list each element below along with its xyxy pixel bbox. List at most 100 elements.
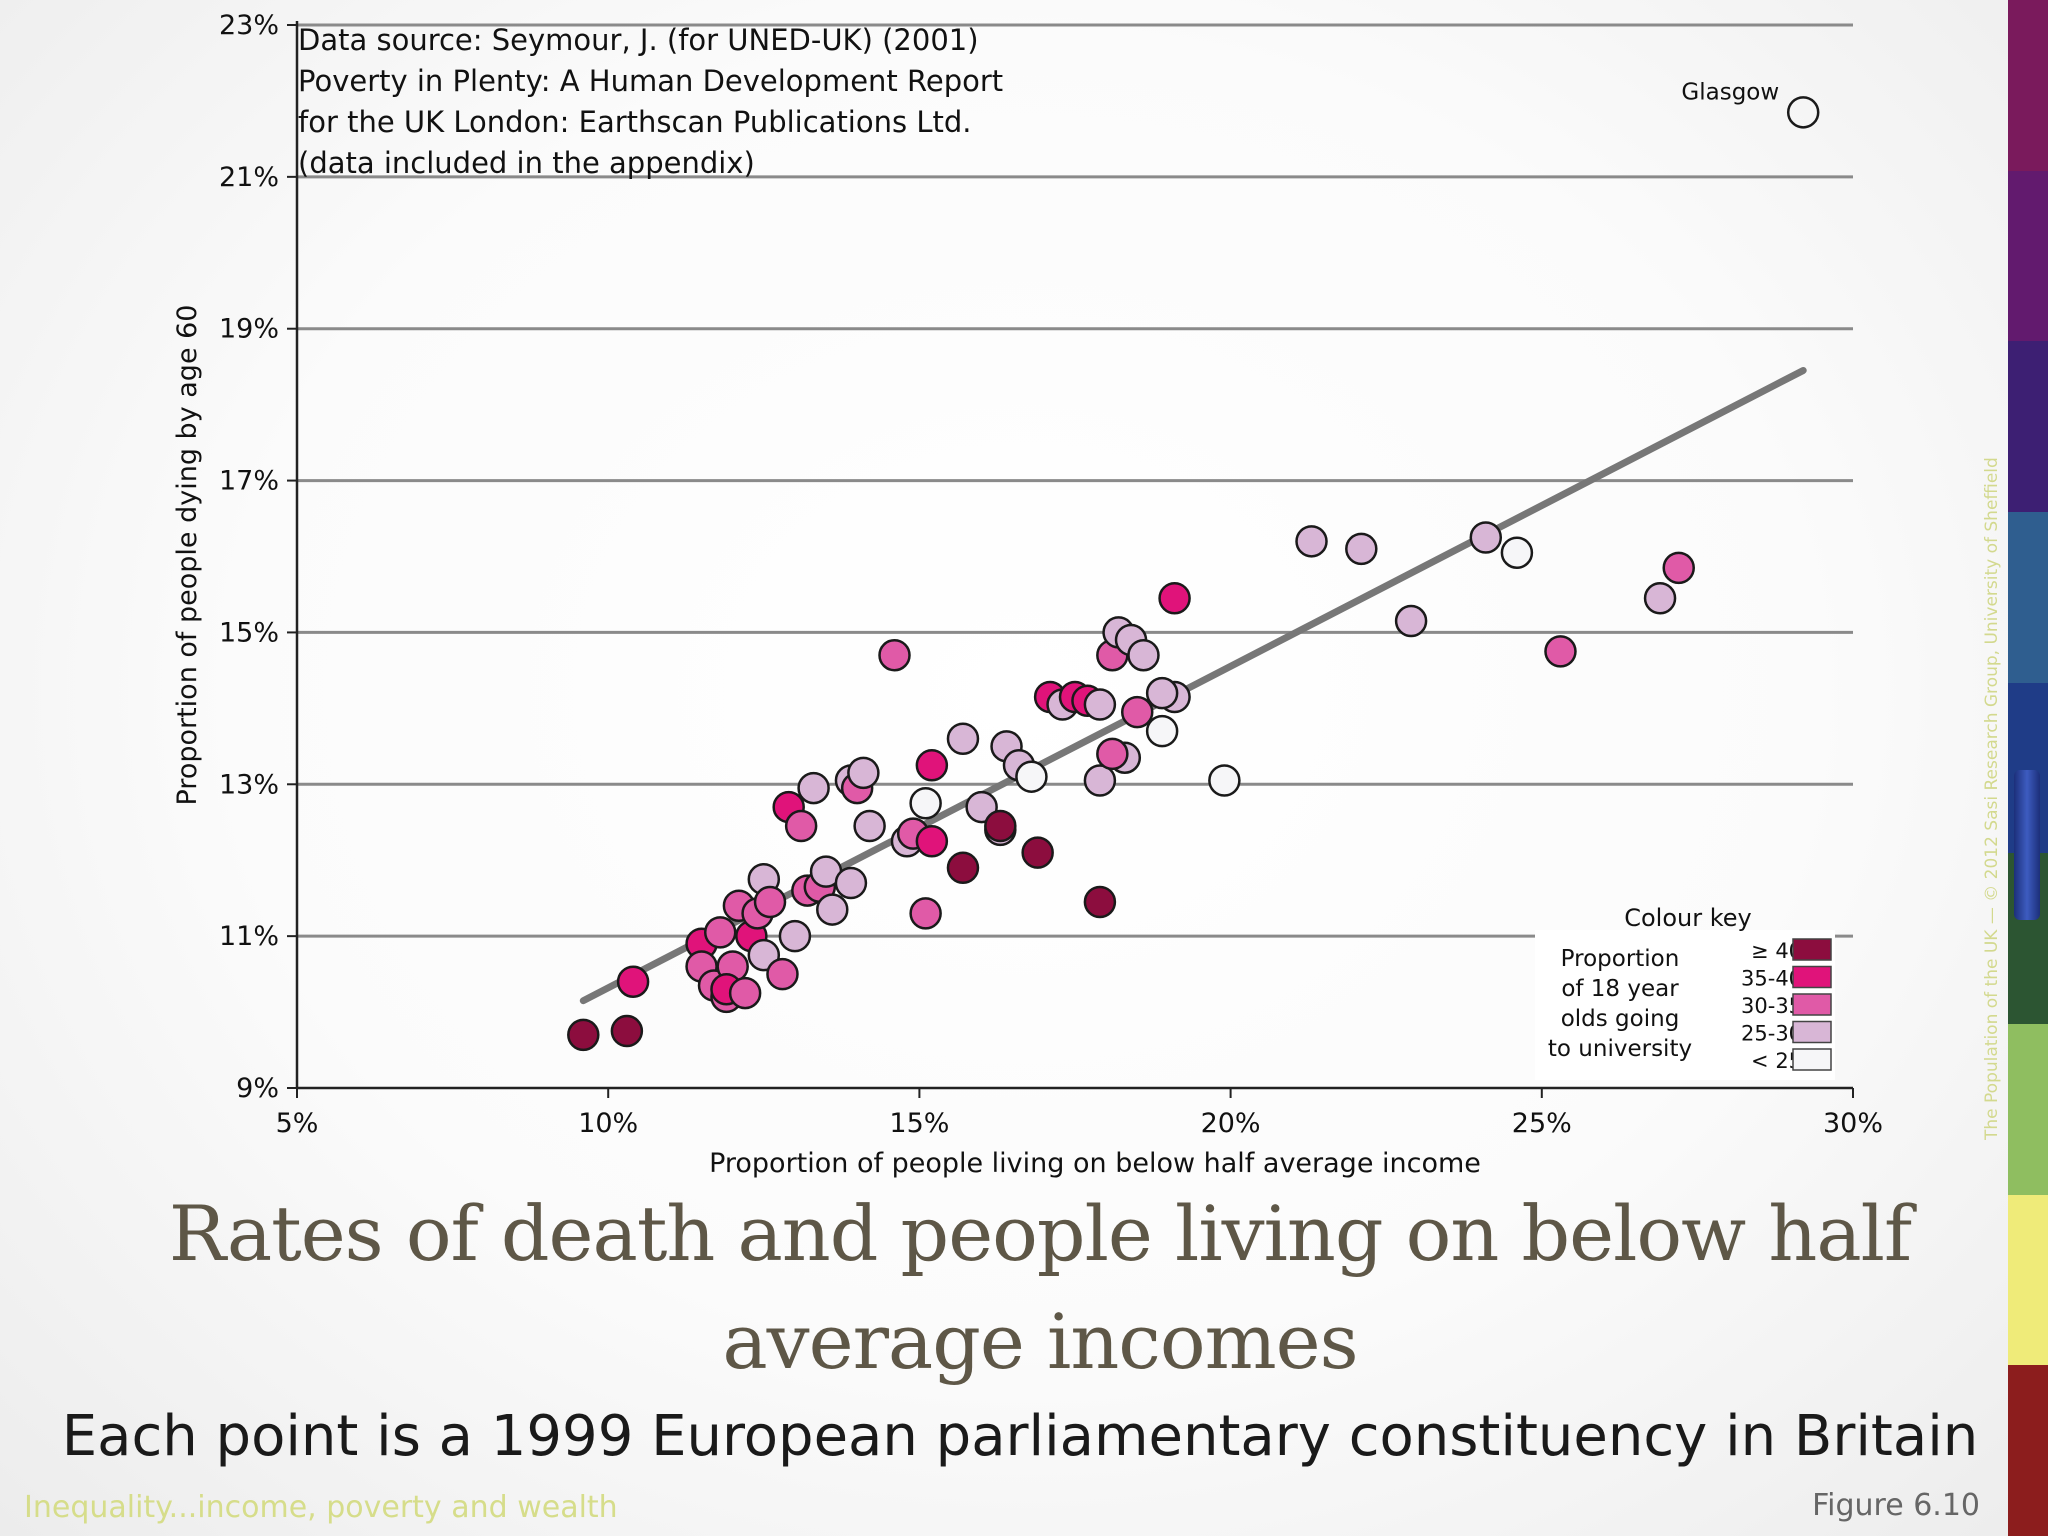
data-point xyxy=(1021,836,1054,869)
data-point xyxy=(847,756,880,790)
regression-line xyxy=(579,366,1807,1005)
legend-description: olds going xyxy=(1561,1006,1680,1032)
data-point xyxy=(1145,676,1179,710)
data-point xyxy=(784,809,818,843)
legend-swatch xyxy=(1792,965,1832,989)
annotation-label: Glasgow xyxy=(1681,79,1779,105)
x-tick-label: 15% xyxy=(889,1108,949,1139)
slide-title: Rates of death and people living on belo… xyxy=(150,1180,1930,1396)
data-point xyxy=(984,809,1017,843)
strip-segment xyxy=(2008,1194,2048,1366)
y-axis-label: Proportion of people dying by age 60 xyxy=(172,305,203,806)
strip-highlight-tab xyxy=(2014,770,2040,920)
data-point xyxy=(1083,764,1117,797)
data-point xyxy=(1127,638,1160,672)
x-tick-label: 25% xyxy=(1512,1108,1572,1139)
data-point xyxy=(610,1014,644,1048)
copyright-credit: The Population of the UK — © 2012 Sasi R… xyxy=(1982,457,2002,1140)
tick-labels: 9% 11% 13% 15% 17% 19% 21% 23% 5% 10% 15% 20% 25% 30% xyxy=(219,10,1883,1139)
source-line: Poverty in Plenty: A Human Development R… xyxy=(298,64,1004,98)
scatter-chart: 9% 11% 13% 15% 17% 19% 21% 23% 5% 10% 15% 20% 25% 30%… xyxy=(172,10,1883,1179)
data-point xyxy=(616,965,650,998)
x-axis-label: Proportion of people living on below hal… xyxy=(709,1148,1481,1179)
data-point xyxy=(834,866,868,900)
strip-segment xyxy=(2008,1365,2048,1536)
legend-swatch xyxy=(1792,1048,1832,1071)
data-point xyxy=(797,771,830,805)
y-tick-label: 15% xyxy=(219,617,279,648)
legend-description: of 18 year xyxy=(1561,976,1679,1002)
legend-swatch xyxy=(1792,938,1832,961)
data-point xyxy=(1662,551,1695,585)
glasgow-point xyxy=(1786,96,1820,129)
data-point xyxy=(915,749,949,782)
data-point xyxy=(816,893,849,926)
data-point xyxy=(1544,635,1577,668)
data-point xyxy=(915,824,949,858)
data-point xyxy=(766,957,799,991)
legend-description: to university xyxy=(1548,1036,1692,1062)
data-point xyxy=(946,851,980,885)
data-point xyxy=(1120,695,1154,729)
data-point xyxy=(1145,714,1179,748)
legend-description: Proportion xyxy=(1561,946,1680,972)
decorative-color-strip xyxy=(2008,0,2048,1536)
source-line: Data source: Seymour, J. (for UNED-UK) (… xyxy=(298,23,979,57)
data-point xyxy=(853,809,886,843)
strip-segment xyxy=(2008,511,2048,683)
data-point xyxy=(778,919,812,953)
data-point xyxy=(946,722,980,755)
legend-background xyxy=(1535,930,1835,1080)
data-point xyxy=(1015,760,1048,793)
data-points xyxy=(567,96,1820,1052)
strip-segment xyxy=(2008,1023,2048,1195)
axes xyxy=(287,21,1854,1098)
data-point xyxy=(1083,688,1117,721)
data-point xyxy=(1345,532,1378,566)
data-point xyxy=(1096,737,1129,771)
x-tick-label: 30% xyxy=(1823,1108,1883,1139)
slide-subtitle: Each point is a 1999 European parliament… xyxy=(61,1404,1979,1469)
data-point xyxy=(1500,536,1534,569)
title-line: average incomes xyxy=(722,1297,1358,1386)
data-point xyxy=(1083,885,1117,919)
data-point xyxy=(728,976,762,1010)
title-line: Rates of death and people living on belo… xyxy=(168,1189,1912,1278)
legend-swatch xyxy=(1792,1020,1832,1044)
figure-number: Figure 6.10 xyxy=(1812,1488,1980,1523)
source-line: for the UK London: Earthscan Publication… xyxy=(298,105,972,139)
data-point xyxy=(1295,525,1328,558)
y-tick-label: 13% xyxy=(219,769,279,800)
x-tick-label: 10% xyxy=(578,1108,638,1139)
data-point xyxy=(1394,604,1428,638)
legend-title: Colour key xyxy=(1624,904,1752,932)
source-line: (data included in the appendix) xyxy=(298,146,755,180)
grid-lines xyxy=(297,23,1853,938)
colour-key-legend: Colour key Proportion of 18 year olds going… xyxy=(1535,904,1835,1080)
annotations: Glasgow xyxy=(1681,79,1779,105)
data-point xyxy=(878,638,911,672)
data-point xyxy=(909,897,942,930)
trend-line xyxy=(579,366,1807,1005)
y-tick-label: 19% xyxy=(219,314,279,345)
x-tick-label: 20% xyxy=(1201,1108,1261,1139)
data-point xyxy=(1469,521,1503,554)
data-source-note: Data source: Seymour, J. (for UNED-UK) (… xyxy=(298,20,1058,184)
data-point xyxy=(567,1018,600,1052)
data-point xyxy=(1158,582,1191,615)
strip-segment xyxy=(2008,170,2048,342)
data-point xyxy=(703,916,737,949)
data-point xyxy=(1643,582,1677,615)
data-point xyxy=(909,787,942,820)
y-tick-label: 11% xyxy=(219,921,279,952)
y-tick-label: 9% xyxy=(236,1073,279,1104)
x-tick-label: 5% xyxy=(276,1108,319,1139)
legend-swatch xyxy=(1792,993,1832,1016)
data-point xyxy=(753,885,787,919)
strip-segment xyxy=(2008,341,2048,512)
y-tick-label: 17% xyxy=(219,466,279,497)
data-point xyxy=(1208,764,1241,797)
y-tick-label: 23% xyxy=(219,10,279,41)
y-tick-label: 21% xyxy=(219,162,279,193)
footer-course-title: Inequality...income, poverty and wealth xyxy=(24,1490,618,1525)
